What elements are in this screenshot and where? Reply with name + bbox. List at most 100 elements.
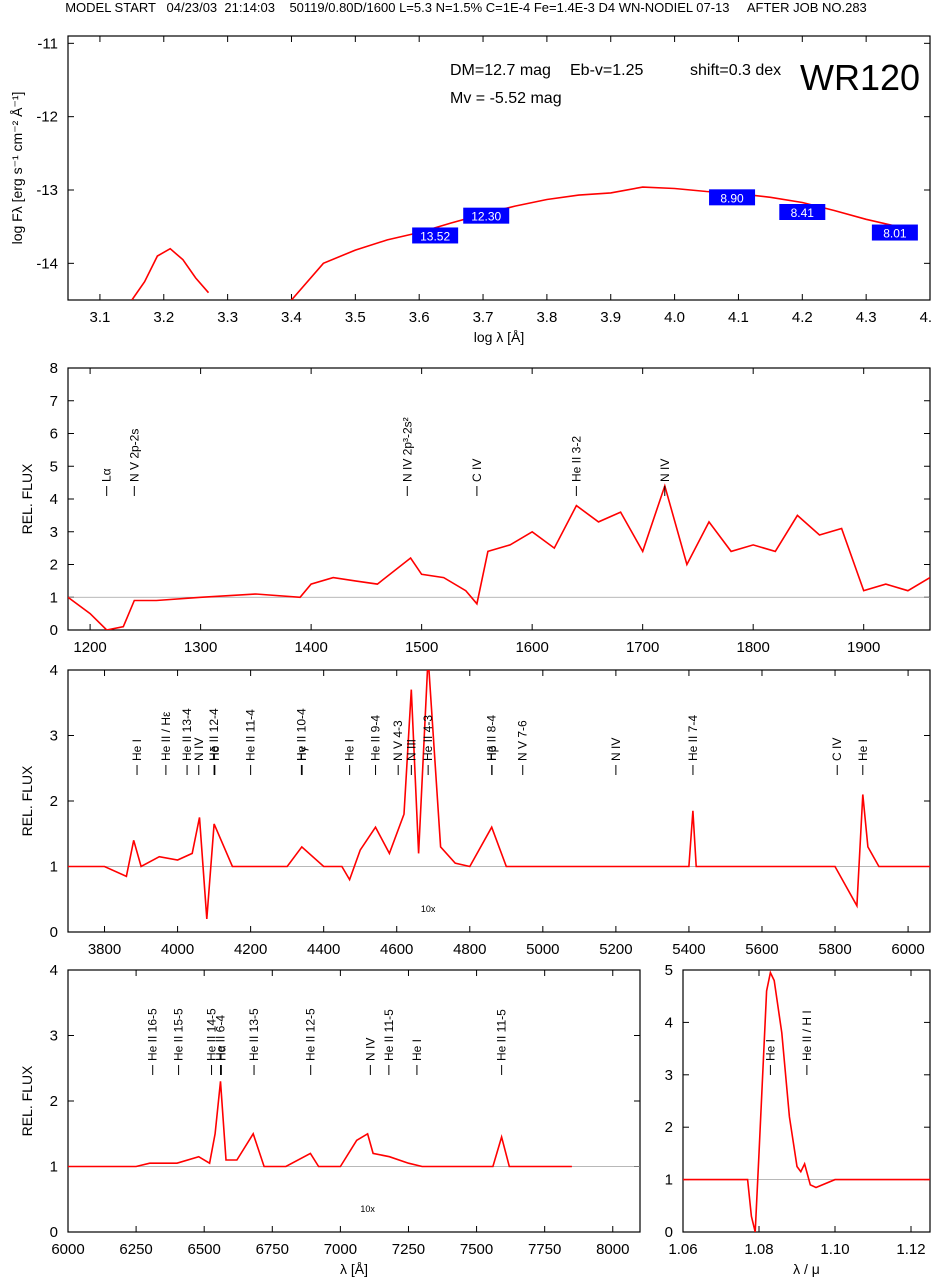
red-line-label: He II 6-4 (214, 1015, 228, 1061)
red-model-spectrum (68, 1081, 572, 1168)
ir-ytick-label: 2 (665, 1119, 673, 1136)
optical-line-label: Hβ (485, 745, 499, 761)
red-ytick-label: 0 (50, 1224, 58, 1241)
ir-ytick-label: 3 (665, 1067, 673, 1084)
sed-ytick-label: -13 (36, 182, 58, 199)
red-line-label: He II 12-5 (304, 1008, 318, 1061)
sed-uv-spectrum (131, 247, 210, 300)
red-ylabel: REL. FLUX (19, 1065, 35, 1136)
uv-ytick-label: 3 (50, 524, 58, 541)
optical-xtick-label: 3800 (88, 941, 121, 958)
optical-xtick-label: 4800 (453, 941, 486, 958)
optical-line-label: He I (343, 739, 357, 761)
red-xtick-label: 8000 (596, 1241, 629, 1258)
optical-xtick-label: 4400 (307, 941, 340, 958)
sed-xtick-label: 3.5 (345, 309, 366, 326)
uv-ytick-label: 4 (50, 491, 58, 508)
ir-frame (682, 969, 931, 1233)
sed-photometry-box (709, 189, 756, 206)
uv-xtick-label: 1600 (515, 639, 548, 656)
optical-ytick-label: 4 (50, 662, 58, 679)
red-inset-label: 10x (360, 1204, 375, 1214)
sed-mv-label: Mv = -5.52 mag (450, 90, 562, 107)
ir-ytick-label: 0 (665, 1224, 673, 1241)
uv-ytick-label: 0 (50, 622, 58, 639)
uv-line-label: N V 2p-2s (127, 429, 141, 482)
optical-line-label: He II 8-4 (485, 715, 499, 761)
optical-line-label: N III (404, 739, 418, 761)
uv-line-label: Lα (100, 468, 114, 482)
uv-xtick-label: 1200 (73, 639, 106, 656)
optical-line-label: N IV (609, 738, 623, 761)
uv-ylabel: REL. FLUX (19, 463, 35, 534)
red-xtick-label: 6750 (256, 1241, 289, 1258)
optical-line-label: He II / Hε (159, 711, 173, 761)
optical-xtick-label: 5400 (672, 941, 705, 958)
sed-photometry-label: 8.01 (883, 227, 907, 241)
sed-xtick-label: 3.2 (153, 309, 174, 326)
sed-photometry-box (779, 204, 826, 220)
optical-xtick-label: 5200 (599, 941, 632, 958)
uv-xtick-label: 1400 (294, 639, 327, 656)
optical-line-label: N V 7-6 (516, 720, 530, 761)
red-xtick-label: 7750 (528, 1241, 561, 1258)
sed-photometry-label: 13.52 (420, 229, 450, 243)
sed-photometry-box (871, 224, 918, 241)
uv-line-label: N IV 2p³-2s² (400, 417, 414, 482)
optical-line-label: Hδ (208, 745, 222, 761)
red-ytick-label: 1 (50, 1159, 58, 1176)
red-line-label: He I (410, 1039, 424, 1061)
optical-line-label: He II 9-4 (369, 715, 383, 761)
sed-dm-label: DM=12.7 mag (450, 62, 551, 79)
uv-ytick-label: 5 (50, 458, 58, 475)
red-line-label: N IV (363, 1038, 377, 1061)
sed-photometry-label: 8.90 (720, 191, 744, 205)
ir-ytick-label: 5 (665, 962, 673, 979)
optical-inset-label: 10x (421, 904, 436, 914)
ir-xlabel: λ / μ (793, 1261, 820, 1277)
red-ytick-label: 2 (50, 1093, 58, 1110)
sed-model-spectrum (290, 186, 899, 300)
uv-xtick-label: 1500 (405, 639, 438, 656)
red-xtick-label: 7000 (324, 1241, 357, 1258)
uv-ytick-label: 1 (50, 589, 58, 606)
red-line-label: Hα (214, 1045, 228, 1061)
red-xtick-label: 6250 (119, 1241, 152, 1258)
red-ytick-label: 4 (50, 962, 58, 979)
sed-ebv-label: Eb-v=1.25 (570, 62, 643, 79)
ir-xtick-label: 1.10 (820, 1241, 849, 1258)
optical-model-spectrum (68, 670, 930, 919)
optical-line-label: He I (856, 739, 870, 761)
optical-ylabel: REL. FLUX (19, 765, 35, 836)
red-xtick-label: 6000 (51, 1241, 84, 1258)
sed-ytick-label: -11 (37, 35, 58, 52)
optical-line-label: N V 4-3 (391, 720, 405, 761)
sed-frame (67, 35, 931, 301)
ir-line-label: He II / H I (800, 1010, 814, 1061)
sed-ytick-label: -14 (36, 255, 58, 272)
ir-ytick-label: 1 (665, 1172, 673, 1189)
sed-xtick-label: 4.1 (728, 309, 749, 326)
ir-ytick-label: 4 (665, 1014, 673, 1031)
sed-xtick-label: 4.3 (856, 309, 877, 326)
uv-line-label: He II 3-2 (569, 436, 583, 482)
sed-photometry-label: 12.30 (471, 210, 501, 224)
optical-line-label: He II 4-3 (421, 715, 435, 761)
red-xtick-label: 7500 (460, 1241, 493, 1258)
red-line-label: He II 14-5 (205, 1008, 219, 1061)
sed-ytick-label: -12 (36, 109, 58, 126)
red-line-label: He II 16-5 (146, 1008, 160, 1061)
optical-xtick-label: 4000 (161, 941, 194, 958)
uv-line-label: C IV (470, 459, 484, 482)
sed-xtick-label: 4.0 (664, 309, 685, 326)
sed-xtick-label: 3.8 (536, 309, 557, 326)
optical-line-label: He I (130, 739, 144, 761)
uv-line-label: N IV (658, 459, 672, 482)
red-xlabel: λ [Å] (340, 1261, 368, 1277)
optical-line-label: He II 10-4 (294, 708, 308, 761)
sed-star-label: WR120 (800, 57, 920, 98)
sed-photometry-box (463, 207, 510, 224)
ir-line-label: He I (763, 1039, 777, 1061)
optical-ytick-label: 2 (50, 793, 58, 810)
sed-xtick-label: 3.6 (409, 309, 430, 326)
